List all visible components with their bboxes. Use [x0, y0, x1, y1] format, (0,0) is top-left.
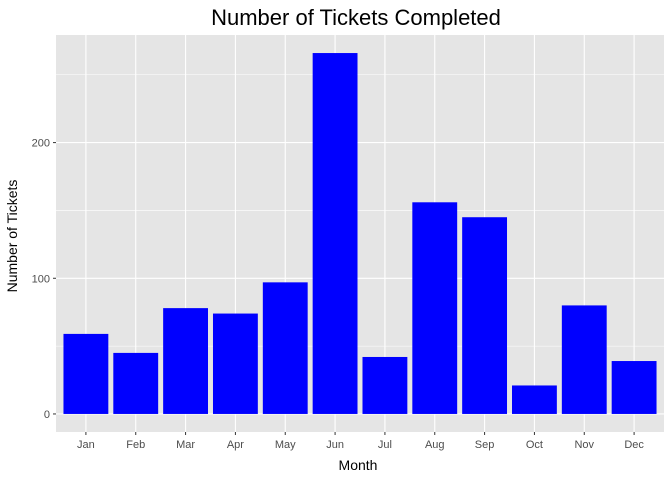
bar-dec — [611, 361, 657, 414]
bar-feb — [113, 352, 159, 414]
x-tick-label: Jul — [378, 439, 392, 451]
y-axis: 0 100 200 — [32, 138, 56, 421]
bars — [63, 53, 657, 414]
x-tick-label: Feb — [126, 439, 145, 451]
x-tick-label: Apr — [227, 439, 244, 451]
x-axis: Jan Feb Mar Apr May Jun Jul Aug Sep Oct Nov Dec — [77, 432, 644, 451]
y-axis-title: Number of Tickets — [4, 180, 20, 293]
x-tick-label: Mar — [176, 439, 195, 451]
bar-sep — [462, 217, 508, 414]
bar-jan — [63, 333, 109, 414]
x-tick-label: Jun — [326, 439, 344, 451]
y-tick-label: 100 — [32, 273, 50, 285]
x-tick-label: Sep — [475, 439, 495, 451]
bar-jun — [312, 53, 358, 414]
x-tick-label: May — [275, 439, 296, 451]
x-tick-label: Oct — [526, 439, 543, 451]
bar-oct — [512, 385, 557, 414]
x-tick-label: Dec — [624, 439, 644, 451]
x-tick-label: Nov — [574, 439, 594, 451]
bar-may — [262, 282, 308, 414]
bar-jul — [362, 356, 408, 414]
bar-nov — [561, 305, 607, 414]
y-tick-label: 200 — [32, 138, 50, 150]
x-tick-label: Jan — [77, 439, 95, 451]
bar-mar — [163, 308, 208, 414]
y-tick-label: 0 — [44, 409, 50, 421]
bar-aug — [412, 202, 458, 414]
x-axis-title: Month — [339, 457, 378, 473]
x-tick-label: Aug — [425, 439, 445, 451]
chart-title: Number of Tickets Completed — [211, 5, 501, 30]
bar-apr — [212, 313, 258, 414]
